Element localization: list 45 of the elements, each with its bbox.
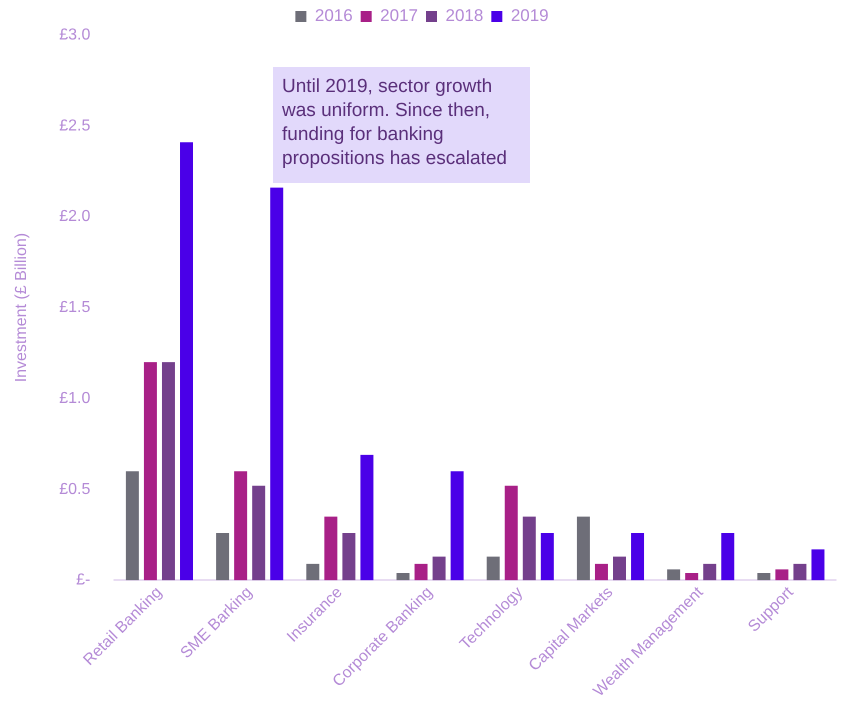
bar [450,471,464,580]
bar [360,454,374,580]
bar [162,362,175,580]
y-tick-label: £3.0 [59,26,90,44]
bar [703,564,716,580]
bar [793,564,806,580]
annotation: Until 2019, sector growth was uniform. Since then, funding for banking propositions has escalated [273,67,530,183]
legend-label: 2019 [510,6,549,26]
bar [613,556,626,580]
legend-label: 2016 [314,6,353,26]
legend-label: 2018 [446,6,484,26]
bar [757,572,770,580]
bar [486,556,500,580]
bar [180,142,193,580]
bar [540,532,554,580]
y-tick-label: £- [76,572,90,589]
bar [414,564,428,580]
y-tick-label: £2.5 [59,117,90,134]
bar [685,572,698,580]
y-tick-label: £0.5 [59,480,90,498]
bar [252,486,266,580]
y-tick-label: £2.0 [59,208,90,226]
bar [144,362,157,580]
y-tick-label: £1.5 [59,299,90,316]
bar [126,471,139,580]
bar [631,532,644,580]
bar [594,564,608,580]
bar [342,532,356,580]
bar [234,471,248,580]
bar [306,564,320,580]
bar [216,532,230,580]
bar [504,486,518,580]
bar [270,188,284,580]
y-tick-label: £1.0 [59,390,90,407]
bar [576,516,590,580]
bar [522,516,536,580]
legend-label: 2017 [380,6,418,26]
bar [667,569,680,580]
bar [721,532,734,580]
bar [396,572,410,580]
bar [775,569,788,580]
bar [324,516,338,580]
bar [811,549,824,580]
bar [432,556,446,580]
y-axis-title: Investment (£ Billion) [13,232,30,382]
